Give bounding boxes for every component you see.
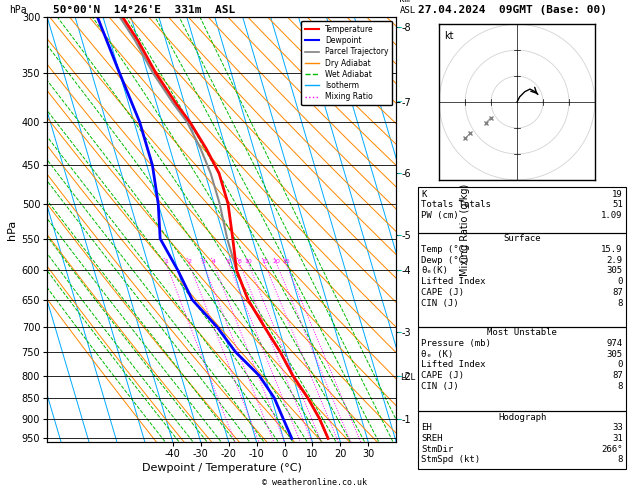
Text: StmDir: StmDir — [421, 445, 454, 454]
Text: 87: 87 — [612, 288, 623, 297]
Text: –: – — [397, 22, 403, 32]
Text: PW (cm): PW (cm) — [421, 211, 459, 220]
Text: LCL: LCL — [401, 373, 416, 382]
Text: 305: 305 — [606, 350, 623, 359]
Text: 50°00'N  14°26'E  331m  ASL: 50°00'N 14°26'E 331m ASL — [53, 4, 236, 15]
Text: –: – — [397, 168, 403, 178]
Text: CAPE (J): CAPE (J) — [421, 371, 464, 380]
Text: –: – — [397, 371, 403, 381]
Text: 2.9: 2.9 — [606, 256, 623, 265]
Text: 15.9: 15.9 — [601, 245, 623, 254]
Text: km
ASL: km ASL — [399, 0, 416, 15]
Text: Dewp (°C): Dewp (°C) — [421, 256, 470, 265]
Text: 33: 33 — [612, 423, 623, 433]
Bar — [418, 411, 626, 469]
Text: 15: 15 — [261, 260, 269, 264]
Text: StmSpd (kt): StmSpd (kt) — [421, 455, 481, 465]
Text: 8: 8 — [617, 298, 623, 308]
Text: kt: kt — [444, 31, 454, 40]
Text: 0: 0 — [617, 277, 623, 286]
Text: 1: 1 — [164, 260, 169, 264]
X-axis label: Dewpoint / Temperature (°C): Dewpoint / Temperature (°C) — [142, 463, 302, 473]
Text: Surface: Surface — [503, 234, 541, 243]
Text: 3: 3 — [201, 260, 206, 264]
Text: 8: 8 — [238, 260, 242, 264]
Text: θₑ (K): θₑ (K) — [421, 350, 454, 359]
Bar — [418, 187, 626, 233]
Text: 1.09: 1.09 — [601, 211, 623, 220]
Y-axis label: Mixing Ratio (g/kg): Mixing Ratio (g/kg) — [460, 184, 470, 276]
Text: 25: 25 — [282, 260, 290, 264]
Bar — [418, 233, 626, 327]
Text: CIN (J): CIN (J) — [421, 382, 459, 391]
Text: 31: 31 — [612, 434, 623, 443]
Text: CIN (J): CIN (J) — [421, 298, 459, 308]
Text: 8: 8 — [617, 455, 623, 465]
Text: –: – — [397, 230, 403, 240]
Text: 87: 87 — [612, 371, 623, 380]
Text: 19: 19 — [612, 190, 623, 199]
Text: 266°: 266° — [601, 445, 623, 454]
Text: 51: 51 — [612, 200, 623, 209]
Text: Lifted Index: Lifted Index — [421, 361, 486, 369]
Text: 0: 0 — [617, 361, 623, 369]
Text: © weatheronline.co.uk: © weatheronline.co.uk — [262, 478, 367, 486]
Text: 6: 6 — [227, 260, 231, 264]
Y-axis label: hPa: hPa — [8, 220, 18, 240]
Text: Hodograph: Hodograph — [498, 413, 546, 422]
Text: Lifted Index: Lifted Index — [421, 277, 486, 286]
Bar — [418, 327, 626, 411]
Text: 974: 974 — [606, 339, 623, 348]
Text: –: – — [397, 97, 403, 106]
Text: CAPE (J): CAPE (J) — [421, 288, 464, 297]
Text: –: – — [397, 414, 403, 424]
Text: 8: 8 — [617, 382, 623, 391]
Text: 27.04.2024  09GMT (Base: 00): 27.04.2024 09GMT (Base: 00) — [418, 4, 607, 15]
Text: K: K — [421, 190, 427, 199]
Text: hPa: hPa — [9, 4, 27, 15]
Text: –: – — [397, 327, 403, 337]
Text: SREH: SREH — [421, 434, 443, 443]
Text: Pressure (mb): Pressure (mb) — [421, 339, 491, 348]
Text: 20: 20 — [273, 260, 281, 264]
Text: 10: 10 — [245, 260, 252, 264]
Text: θₑ(K): θₑ(K) — [421, 266, 448, 276]
Text: 305: 305 — [606, 266, 623, 276]
Text: –: – — [397, 265, 403, 276]
Legend: Temperature, Dewpoint, Parcel Trajectory, Dry Adiabat, Wet Adiabat, Isotherm, Mi: Temperature, Dewpoint, Parcel Trajectory… — [301, 21, 392, 105]
Text: 2: 2 — [187, 260, 191, 264]
Text: EH: EH — [421, 423, 432, 433]
Text: Most Unstable: Most Unstable — [487, 329, 557, 337]
Text: 4: 4 — [212, 260, 216, 264]
Text: Totals Totals: Totals Totals — [421, 200, 491, 209]
Text: Temp (°C): Temp (°C) — [421, 245, 470, 254]
